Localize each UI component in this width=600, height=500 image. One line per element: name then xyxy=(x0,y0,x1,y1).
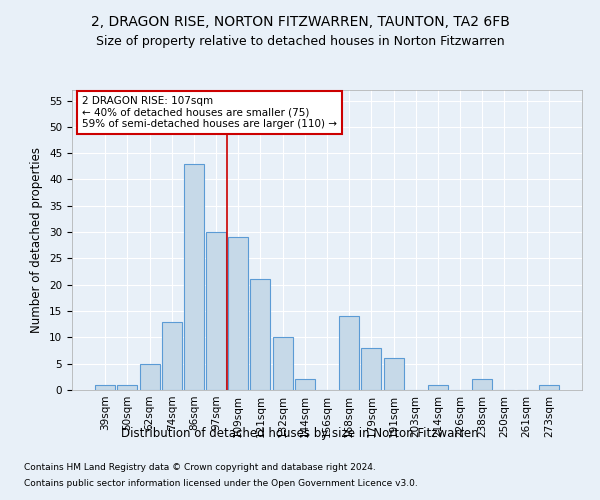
Text: Contains public sector information licensed under the Open Government Licence v3: Contains public sector information licen… xyxy=(24,478,418,488)
Text: 2 DRAGON RISE: 107sqm
← 40% of detached houses are smaller (75)
59% of semi-deta: 2 DRAGON RISE: 107sqm ← 40% of detached … xyxy=(82,96,337,129)
Bar xyxy=(250,280,271,390)
Bar xyxy=(295,380,315,390)
Text: 2, DRAGON RISE, NORTON FITZWARREN, TAUNTON, TA2 6FB: 2, DRAGON RISE, NORTON FITZWARREN, TAUNT… xyxy=(91,15,509,29)
Bar xyxy=(539,384,559,390)
Y-axis label: Number of detached properties: Number of detached properties xyxy=(31,147,43,333)
Bar xyxy=(118,384,137,390)
Bar xyxy=(428,384,448,390)
Bar xyxy=(162,322,182,390)
Bar xyxy=(272,338,293,390)
Bar xyxy=(472,380,492,390)
Text: Size of property relative to detached houses in Norton Fitzwarren: Size of property relative to detached ho… xyxy=(95,35,505,48)
Bar xyxy=(228,238,248,390)
Bar xyxy=(206,232,226,390)
Bar xyxy=(184,164,204,390)
Text: Distribution of detached houses by size in Norton Fitzwarren: Distribution of detached houses by size … xyxy=(121,428,479,440)
Bar xyxy=(95,384,115,390)
Bar xyxy=(140,364,160,390)
Text: Contains HM Land Registry data © Crown copyright and database right 2024.: Contains HM Land Registry data © Crown c… xyxy=(24,464,376,472)
Bar xyxy=(361,348,382,390)
Bar xyxy=(383,358,404,390)
Bar xyxy=(339,316,359,390)
